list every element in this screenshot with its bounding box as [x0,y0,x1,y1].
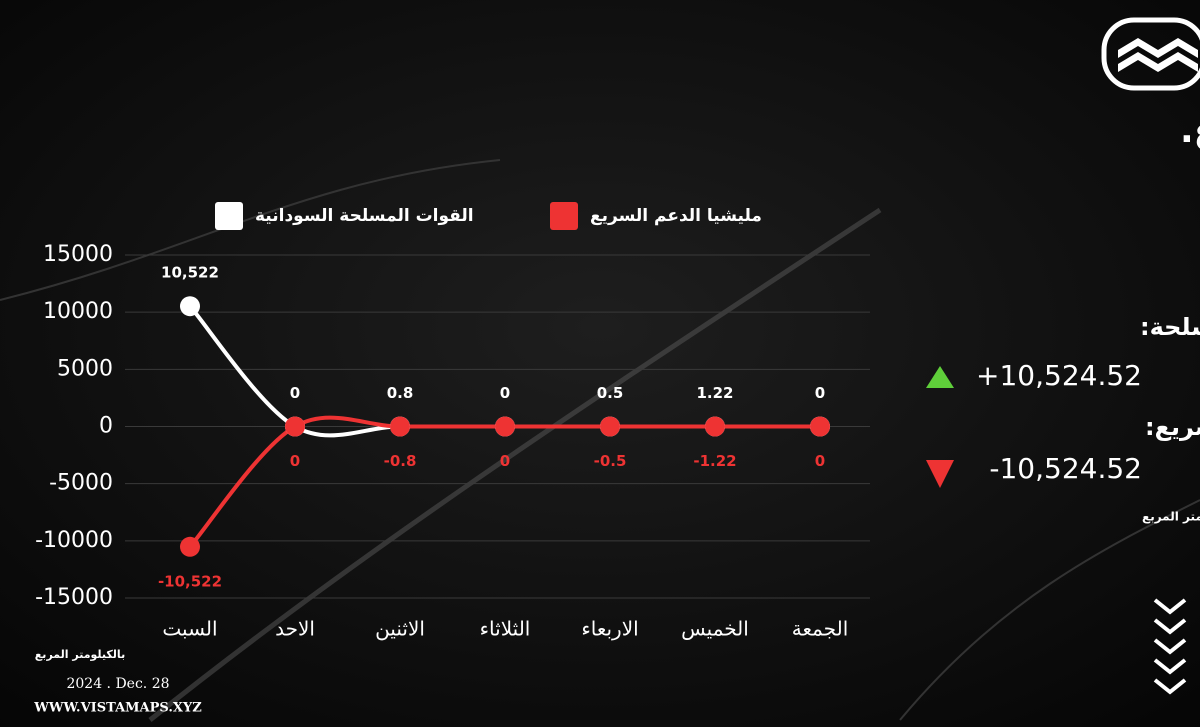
data-point [705,416,725,437]
army-label: القوات المسلحة: [1140,313,1200,341]
x-tick-label: الثلاثاء [480,617,531,641]
up-arrow [926,366,954,388]
y-tick-label: -15000 [35,585,113,610]
y-tick-label: 5000 [57,356,113,381]
rsf-label: مليشيا الدعم السريع: [1145,413,1200,441]
logo [1101,17,1200,91]
website: WWW.VISTAMAPS.XYZ [33,701,202,716]
data-label: 1.22 [696,384,733,402]
x-tick-label: الجمعة [792,617,849,641]
chevrons [1153,598,1187,695]
army-value: +10,524.52 [976,359,1142,392]
down-arrow [926,460,954,488]
y-tick-label: -10000 [35,528,113,553]
data-label: -0.5 [594,452,627,470]
data-label: -0.8 [384,452,417,470]
data-point [180,296,200,317]
y-tick-label: 15000 [43,242,113,267]
data-label: 0.8 [387,384,414,402]
data-point [285,416,305,437]
data-point [180,536,200,557]
data-label: 0 [290,384,300,402]
data-label: 0 [815,384,825,402]
y-tick-label: 0 [99,414,113,439]
rsf-value: -10,524.52 [989,452,1142,485]
data-label: 0 [500,452,510,470]
y-tick-label: 10000 [43,299,113,324]
x-tick-label: الاربعاء [581,617,638,641]
date: 2024 . Dec. 28 [66,676,169,692]
data-point [600,416,620,437]
legend-swatch [550,202,578,230]
data-point [390,416,410,437]
data-point [495,416,515,437]
legend-label: مليشيا الدعم السريع [590,206,762,226]
data-point [810,416,830,437]
unit: بالكيلومتر المربع [1142,510,1200,525]
plot: 15000 10000 5000 0 -5000 -10000 -15000 السبت الا… [35,202,870,641]
legend-swatch [215,202,243,230]
x-tick-label: الاثنين [375,617,425,641]
x-tick-label: الخميس [681,617,749,641]
data-label: 10,522 [161,264,219,282]
data-label: 0.5 [597,384,624,402]
data-label: 0 [500,384,510,402]
y-tick-label: -5000 [49,471,113,496]
marble-vein [0,159,1200,721]
data-label: 0 [290,452,300,470]
x-tick-label: السبت [162,617,217,641]
data-label: -1.22 [693,452,736,470]
legend-label: القوات المسلحة السودانية [255,206,474,226]
x-tick-label: الاحد [275,617,315,641]
data-label: 0 [815,452,825,470]
data-label: -10,522 [158,572,222,590]
y-axis-label: بالكيلومتر المربع [35,648,125,661]
title: حجم المساحة التي اكتسبتها او فقدتها كل ا… [1180,110,1200,151]
